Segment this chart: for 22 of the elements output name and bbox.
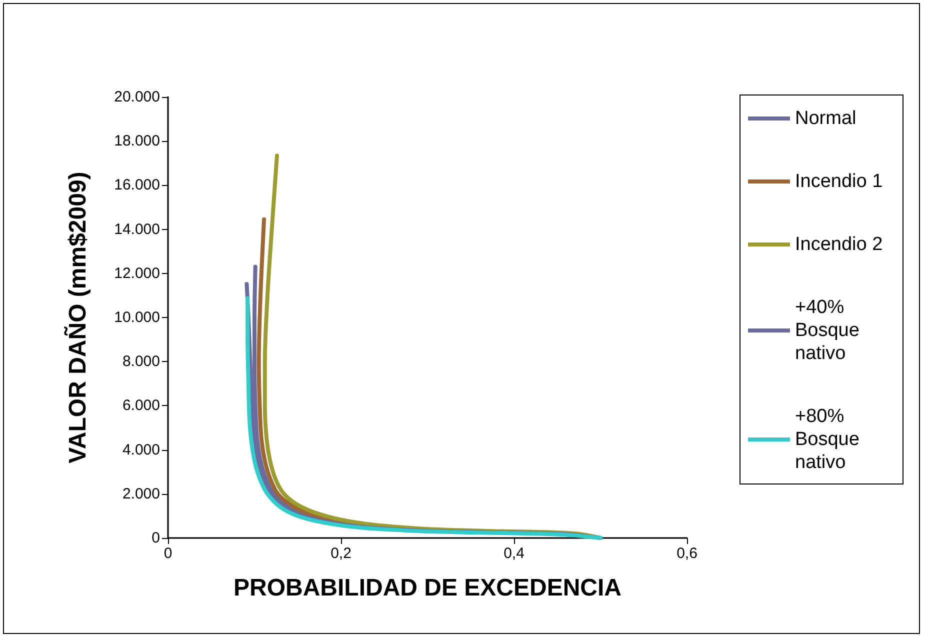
y-tick-label: 10.000 (114, 309, 160, 326)
y-tick-label: 14.000 (114, 220, 160, 238)
legend-label: Normal (795, 108, 856, 129)
x-axis-title: PROBABILIDAD DE EXCEDENCIA (233, 574, 622, 602)
y-tick-label: 4.000 (122, 441, 160, 458)
y-tick-label: 12.000 (114, 264, 160, 282)
y-axis-title: VALOR DAÑO (mm$2009) (64, 172, 92, 464)
y-tick-label: 2.000 (122, 485, 160, 502)
x-tick-label: 0 (164, 545, 172, 562)
y-tick-label: 16.000 (114, 176, 160, 194)
y-tick-label: 8.000 (122, 353, 160, 370)
legend-label: Incendio 1 (795, 171, 883, 192)
legend-label: Incendio 2 (795, 234, 883, 255)
x-tick-label: 0,4 (504, 545, 524, 562)
x-tick-label: 0,2 (330, 545, 352, 562)
y-tick-label: 6.000 (122, 397, 160, 414)
legend-label: +40% Bosque nativo (795, 297, 865, 364)
x-tick-label: 0,6 (676, 545, 698, 562)
legend-label: +80% Bosque nativo (795, 406, 865, 473)
y-tick-label: 0 (152, 530, 160, 546)
y-tick-label: 18.000 (114, 132, 160, 150)
y-tick-label: 20.000 (114, 88, 160, 106)
